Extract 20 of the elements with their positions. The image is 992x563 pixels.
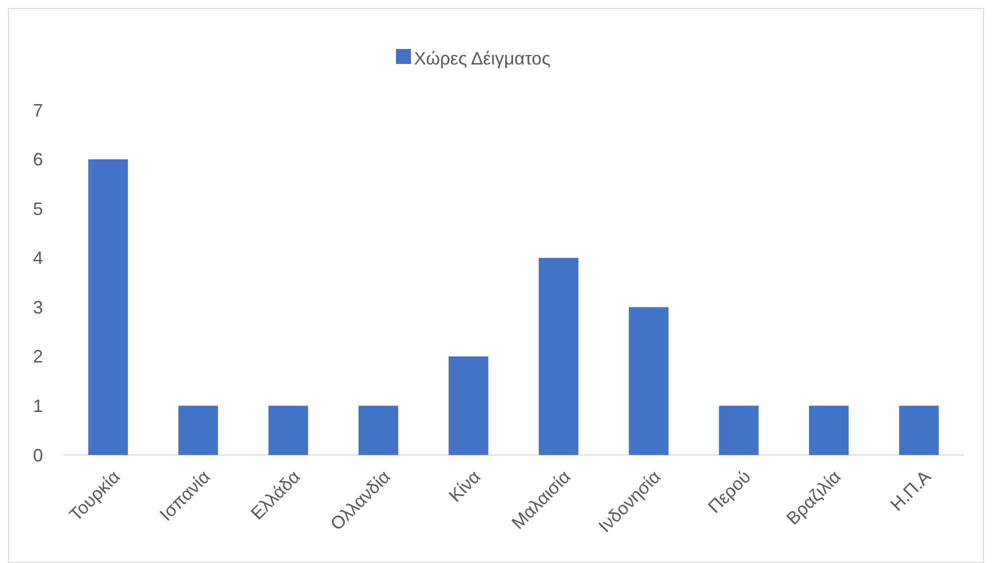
- bar: [538, 258, 578, 455]
- bar: [628, 307, 668, 455]
- y-tick-label: 2: [32, 346, 44, 367]
- y-tick-label: 1: [32, 396, 44, 416]
- y-tick-label: 0: [32, 445, 44, 466]
- bar: [88, 159, 128, 455]
- bar: [268, 406, 308, 455]
- bar: [178, 406, 218, 455]
- x-tick-label: Κίνα: [445, 466, 484, 506]
- y-tick-label: 4: [32, 248, 44, 268]
- bar: [899, 406, 939, 455]
- y-tick-label: 3: [32, 297, 44, 318]
- bar: [718, 406, 759, 455]
- y-tick-label: 7: [32, 100, 44, 120]
- y-tick-label: 5: [32, 198, 44, 219]
- bar: [358, 406, 398, 455]
- legend-label: Χώρες Δέιγματος: [414, 48, 551, 68]
- y-tick-label: 6: [32, 150, 44, 170]
- bar: [809, 406, 849, 455]
- bar: [448, 356, 488, 455]
